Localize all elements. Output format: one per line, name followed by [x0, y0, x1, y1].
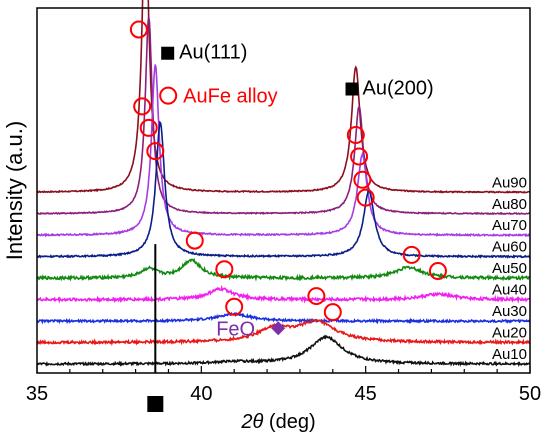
alloy-circle-marker	[402, 245, 421, 264]
series-line-au80	[36, 16, 531, 216]
alloy-circle-marker	[133, 97, 152, 116]
series-line-au30	[36, 311, 531, 325]
y-axis-label: Intensity (a.u.)	[2, 121, 27, 260]
au111-label: Au(111)	[179, 42, 247, 64]
alloy-circle-marker	[215, 260, 234, 279]
series-traces	[36, 0, 531, 368]
series-line-au60	[36, 120, 531, 259]
alloy-circle-marker	[146, 142, 165, 161]
x-tick-label: 50	[519, 383, 541, 405]
alloy-circle-marker	[307, 287, 326, 306]
au111-square-marker	[161, 46, 175, 60]
x-axis-label-symbol: 2θ	[240, 411, 263, 433]
series-label-au50: Au50	[492, 260, 527, 277]
x-axis: 35 40 45 50	[26, 366, 541, 405]
x-tick-label: 40	[190, 383, 212, 405]
au200-label: Au(200)	[363, 78, 434, 100]
alloy-circle-marker	[225, 297, 244, 316]
series-line-au20	[36, 318, 531, 347]
series-label-au10: Au10	[492, 346, 527, 363]
alloy-circle-marker	[356, 188, 375, 207]
series-line-au10	[36, 334, 531, 368]
feo-diamond-marker	[271, 321, 286, 336]
x-axis-label-unit: (deg)	[263, 411, 315, 433]
series-label-au90: Au90	[492, 174, 527, 191]
series-label-au20: Au20	[492, 325, 527, 342]
x-tick-label: 45	[355, 383, 377, 405]
alloy-circle-marker	[353, 170, 372, 189]
alloy-circle-marker	[185, 231, 204, 250]
series-label-au70: Au70	[492, 217, 527, 234]
alloy-circle-marker	[129, 20, 148, 39]
alloy-legend-circle	[159, 86, 178, 105]
alloy-label: AuFe alloy	[183, 86, 278, 108]
plot-frame	[36, 7, 531, 374]
plot-area: Au90 Au80 Au70 Au60 Au50 Au40 Au30 Au20 Au10	[36, 0, 531, 412]
au200-square-marker	[345, 82, 359, 96]
alloy-circle-marker	[346, 126, 365, 145]
alloy-circle-marker	[323, 303, 342, 322]
alloy-circle-markers	[129, 20, 447, 322]
series-line-au70	[36, 64, 531, 238]
series-line-au40	[36, 284, 531, 304]
series-label-au30: Au30	[492, 303, 527, 320]
feo-label: FeO	[216, 318, 255, 340]
series-line-au50	[36, 257, 531, 282]
x-axis-label: 2θ (deg)	[240, 411, 315, 433]
series-line-au90	[37, 0, 531, 194]
annotations: Au(111) Au(200) AuFe alloy FeO	[159, 42, 434, 340]
series-labels: Au90 Au80 Au70 Au60 Au50 Au40 Au30 Au20 Au10	[492, 174, 527, 363]
reference-line-group	[147, 244, 164, 412]
series-label-au80: Au80	[492, 196, 527, 213]
x-tick-label: 35	[26, 383, 48, 405]
series-label-au40: Au40	[492, 282, 527, 299]
alloy-circle-marker	[350, 147, 369, 166]
series-label-au60: Au60	[492, 239, 527, 256]
alloy-circle-marker	[139, 118, 158, 137]
au111-axis-square-marker	[147, 396, 164, 412]
alloy-circle-marker	[428, 262, 447, 281]
